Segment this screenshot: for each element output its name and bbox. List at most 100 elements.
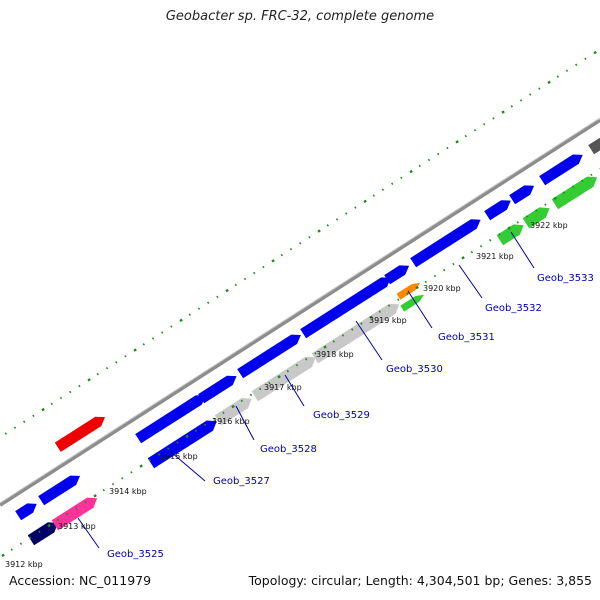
inner-tick-dot — [93, 494, 97, 498]
outer-tick-dot — [354, 206, 357, 209]
inner-tick-dot — [231, 404, 235, 409]
backbone-line — [0, 118, 600, 507]
inner-tick-dot — [332, 340, 335, 343]
outer-tick-dot — [59, 396, 63, 400]
outer-tick-dot — [326, 224, 329, 227]
outer-tick-dot — [446, 146, 449, 150]
outer-tick-dot — [115, 361, 118, 364]
tick-label: 3921 kbp — [476, 252, 514, 261]
outer-tick-dot — [363, 199, 367, 204]
tick-label: 3922 kbp — [530, 221, 568, 230]
inner-tick-dot — [139, 464, 143, 468]
outer-tick-dot — [473, 128, 477, 132]
inner-tick-dot — [75, 506, 78, 510]
inner-tick-dot — [479, 244, 483, 248]
gene-arrow — [509, 185, 535, 205]
gene-arrow — [27, 522, 58, 546]
outer-tick-dot — [179, 318, 183, 323]
outer-tick-dot — [519, 99, 523, 102]
outer-tick-dot — [41, 407, 45, 412]
gene-label: Geob_3525 — [107, 549, 164, 560]
inner-tick-dot — [157, 453, 161, 456]
outer-tick-dot — [565, 69, 569, 72]
inner-tick-dot — [516, 221, 519, 224]
outer-tick-dot — [4, 432, 7, 435]
outer-tick-dot — [243, 277, 247, 281]
outer-tick-dot — [317, 229, 321, 233]
outer-tick-dot — [197, 307, 201, 310]
gene-label: Geob_3531 — [438, 332, 495, 343]
outer-tick-dot — [262, 265, 265, 269]
inner-tick-dot — [38, 530, 41, 534]
gene-label-leader — [458, 264, 483, 299]
inner-tick-dot — [111, 482, 115, 486]
outer-tick-dot — [464, 134, 467, 138]
tick-label: 3912 kbp — [5, 560, 43, 569]
inner-tick-dot — [581, 179, 584, 182]
gene-features — [15, 138, 600, 546]
gene-arrow — [539, 154, 583, 186]
outer-tick-dot — [437, 152, 440, 156]
gene-arrow — [300, 277, 391, 339]
inner-tick-dot — [222, 411, 225, 415]
gene-arrow — [522, 207, 550, 229]
outer-tick-dot — [575, 63, 578, 66]
outer-tick-dot — [161, 331, 164, 334]
inner-tick-dot — [249, 393, 253, 397]
outer-tick-dot — [556, 75, 559, 78]
inner-tick-dots — [1, 167, 600, 558]
gene-arrow — [251, 356, 316, 402]
inner-tick-dot — [507, 226, 511, 230]
gene-label-leader — [170, 451, 206, 482]
gene-arrow — [198, 375, 237, 404]
gene-arrow — [51, 497, 98, 531]
inner-tick-dot — [433, 274, 437, 278]
outer-tick-dot — [335, 218, 339, 221]
inner-tick-dot — [314, 352, 317, 355]
outer-tick-dot — [188, 313, 191, 316]
outer-tick-dot — [299, 242, 302, 245]
inner-tick-dot — [571, 185, 575, 188]
inner-tick-dot — [84, 500, 87, 504]
outer-tick-dot — [271, 259, 275, 263]
backbone-highlight — [0, 117, 600, 504]
inner-tick-dot — [323, 345, 327, 349]
tick-label: 3916 kbp — [212, 417, 250, 426]
tick-label: 3915 kbp — [160, 452, 198, 461]
outer-tick-dot — [142, 343, 145, 346]
inner-tick-dot — [553, 196, 557, 201]
inner-tick-dot — [295, 363, 299, 367]
outer-tick-dot — [23, 420, 26, 423]
gene-label-leader — [355, 320, 383, 361]
outer-tick-dot — [78, 384, 81, 388]
map-title: Geobacter sp. FRC-32, complete genome — [165, 9, 435, 24]
outer-tick-dot — [234, 283, 237, 287]
outer-tick-dot — [280, 253, 283, 257]
gene-label-leader — [77, 517, 100, 549]
gene-arrow — [15, 503, 37, 521]
outer-tick-dot — [50, 402, 53, 406]
outer-tick-dot — [253, 271, 256, 275]
inner-tick-dot — [176, 441, 179, 444]
gene-arrow — [214, 398, 252, 426]
gene-arrow — [496, 224, 524, 246]
inner-tick-dot — [397, 298, 400, 301]
gene-label: Geob_3528 — [260, 444, 317, 455]
inner-tick-dot — [130, 471, 133, 474]
inner-tick-dot — [65, 512, 69, 516]
gene-label: Geob_3530 — [386, 364, 443, 375]
outer-tick-dot — [492, 117, 495, 120]
inner-tick-dot — [148, 459, 151, 462]
inner-tick-dot — [19, 542, 23, 545]
inner-tick-dot — [305, 358, 308, 361]
inner-tick-dot — [498, 233, 501, 236]
gene-label: Geob_3529 — [313, 410, 370, 421]
outer-tick-dot — [207, 301, 210, 304]
inner-tick-dot — [461, 256, 465, 260]
gene-labels: Geob_3525 Geob_3527 Geob_3528 Geob_3529 Geob… — [77, 231, 594, 560]
outer-tick-dot — [409, 169, 413, 174]
inner-tick-dot — [1, 553, 5, 558]
inner-tick-dot — [369, 315, 373, 320]
outer-tick-dot — [87, 378, 91, 382]
